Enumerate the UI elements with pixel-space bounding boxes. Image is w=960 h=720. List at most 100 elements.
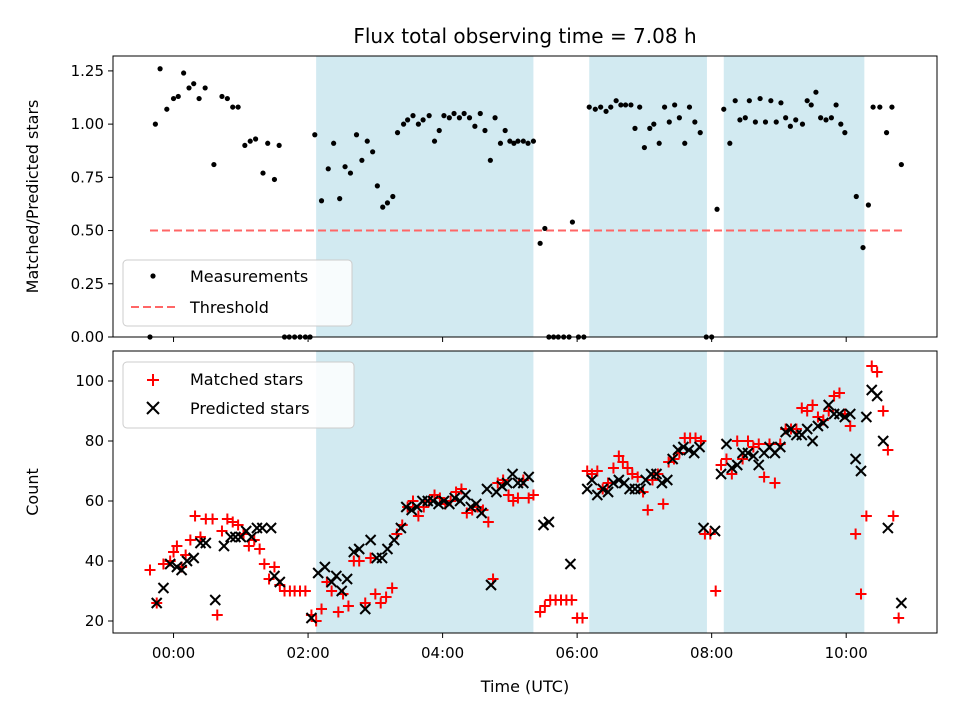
measurement-point bbox=[530, 138, 537, 144]
x-tick-label: 00:00 bbox=[152, 644, 195, 662]
predicted-star-point bbox=[181, 555, 193, 567]
x-tick-label: 06:00 bbox=[556, 644, 599, 662]
predicted-star-point bbox=[650, 468, 663, 480]
measurement-point bbox=[842, 130, 848, 136]
matched-star-point bbox=[512, 492, 524, 504]
predicted-star-point bbox=[348, 546, 360, 558]
ratio-x-ticks bbox=[173, 337, 847, 342]
measurement-point bbox=[889, 104, 895, 110]
predicted-star-point bbox=[465, 501, 477, 513]
measurement-point bbox=[860, 244, 866, 251]
matched-star-point bbox=[326, 585, 338, 597]
measurement-point bbox=[742, 115, 748, 121]
predicted-star-point bbox=[501, 477, 513, 489]
measurement-point bbox=[666, 119, 672, 125]
measurement-point bbox=[714, 206, 720, 212]
measurement-point bbox=[431, 138, 438, 144]
matched-star-point bbox=[715, 459, 727, 471]
shaded-interval-2 bbox=[723, 351, 865, 633]
measurement-point bbox=[247, 138, 253, 144]
measurement-point bbox=[487, 157, 493, 163]
x-tick-label: 10:00 bbox=[825, 644, 868, 662]
predicted-star-point bbox=[613, 474, 625, 486]
matched-star-point bbox=[855, 588, 867, 600]
matched-star-point bbox=[790, 423, 802, 435]
count-legend-box bbox=[122, 361, 355, 429]
predicted-star-point bbox=[715, 468, 727, 480]
measurement-point bbox=[219, 93, 225, 100]
measurement-point bbox=[461, 110, 467, 117]
measurement-point bbox=[686, 104, 693, 110]
matched-star-point bbox=[243, 540, 255, 552]
measurement-point bbox=[497, 140, 504, 146]
matched-star-point bbox=[607, 462, 619, 474]
y-tick-label: 100 bbox=[75, 372, 104, 390]
measurement-point bbox=[823, 117, 829, 123]
predicted-star-point bbox=[860, 411, 873, 423]
legend-matched-label: Matched stars bbox=[190, 370, 303, 389]
predicted-star-point bbox=[376, 552, 388, 564]
predicted-star-point bbox=[470, 498, 482, 510]
matched-star-point bbox=[833, 387, 845, 399]
predicted-star-point bbox=[274, 576, 286, 588]
measurement-point bbox=[622, 102, 629, 108]
predicted-star-point bbox=[581, 483, 593, 495]
predicted-star-point bbox=[432, 498, 445, 510]
predicted-star-point bbox=[359, 603, 371, 615]
predicted-star-point bbox=[871, 390, 883, 402]
y-tick-label: 40 bbox=[85, 552, 104, 570]
measurement-point bbox=[586, 104, 592, 110]
ratio-legend-box bbox=[122, 259, 353, 327]
measurement-point bbox=[853, 193, 859, 200]
measurement-point bbox=[191, 81, 197, 87]
matched-star-point bbox=[737, 453, 749, 465]
measurement-point bbox=[647, 125, 653, 131]
matched-star-point bbox=[871, 366, 883, 378]
matched-star-point bbox=[866, 360, 878, 372]
matched-star-point bbox=[316, 603, 328, 615]
predicted-star-point bbox=[537, 519, 550, 531]
predicted-star-point bbox=[200, 537, 212, 549]
predicted-star-point bbox=[522, 471, 535, 483]
measurement-point bbox=[451, 110, 457, 117]
x-tick-label: 04:00 bbox=[421, 644, 464, 662]
predicted-star-point bbox=[335, 585, 348, 597]
matched-star-point bbox=[375, 597, 387, 609]
shaded-interval-2 bbox=[723, 56, 865, 337]
measurement-point bbox=[337, 196, 343, 202]
ratio-y-ticks: 0.00 0.25 0.50 0.75 1.00 1.25 bbox=[71, 62, 113, 346]
predicted-star-point bbox=[822, 399, 835, 411]
measurement-point bbox=[202, 85, 208, 91]
matched-star-point bbox=[184, 534, 196, 546]
measurement-point bbox=[603, 108, 609, 114]
matched-star-point bbox=[710, 585, 722, 597]
measurement-point bbox=[757, 95, 763, 102]
matched-star-point bbox=[539, 600, 551, 612]
matched-star-point bbox=[380, 591, 392, 603]
predicted-star-point bbox=[747, 450, 760, 462]
predicted-star-point bbox=[602, 486, 614, 498]
predicted-star-point bbox=[353, 543, 365, 555]
matched-star-point bbox=[534, 606, 546, 618]
count-points bbox=[144, 360, 908, 627]
predicted-star-point bbox=[839, 411, 851, 423]
legend-measurements-label: Measurements bbox=[190, 267, 308, 286]
count-y-label: Count bbox=[23, 468, 42, 516]
measurement-point bbox=[676, 115, 682, 121]
predicted-star-point bbox=[157, 582, 170, 594]
measurement-point bbox=[569, 219, 576, 225]
measurement-point bbox=[318, 198, 325, 204]
matched-star-point bbox=[617, 456, 629, 468]
measurement-point bbox=[502, 127, 508, 134]
measurement-point bbox=[380, 204, 386, 210]
measurement-point bbox=[466, 115, 473, 121]
predicted-star-point bbox=[849, 453, 862, 465]
measurement-point bbox=[637, 104, 643, 110]
measurement-point bbox=[641, 144, 647, 151]
predicted-star-point bbox=[596, 483, 609, 495]
measurement-point bbox=[515, 138, 521, 144]
measurement-point bbox=[672, 102, 678, 108]
matched-star-point bbox=[893, 612, 905, 624]
predicted-star-point bbox=[427, 495, 439, 507]
